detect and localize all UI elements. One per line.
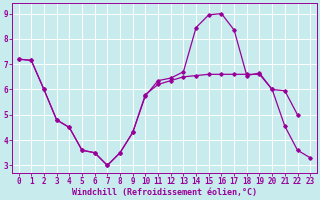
X-axis label: Windchill (Refroidissement éolien,°C): Windchill (Refroidissement éolien,°C): [72, 188, 257, 197]
